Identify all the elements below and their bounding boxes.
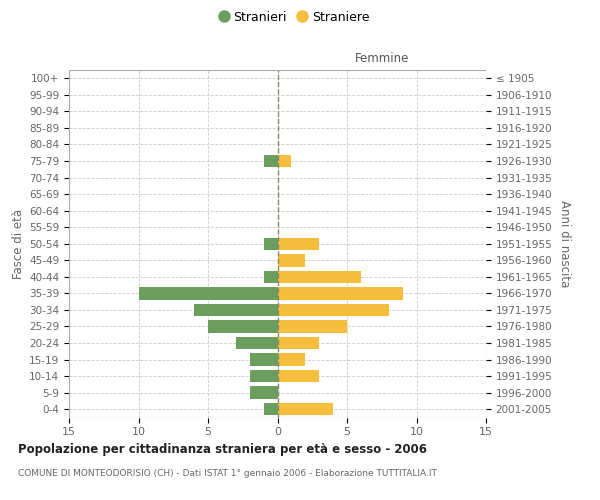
- Text: Popolazione per cittadinanza straniera per età e sesso - 2006: Popolazione per cittadinanza straniera p…: [18, 442, 427, 456]
- Bar: [277, 238, 319, 250]
- Bar: [250, 354, 277, 366]
- Bar: [250, 386, 277, 399]
- Bar: [263, 403, 277, 415]
- Bar: [194, 304, 277, 316]
- Text: COMUNE DI MONTEODORISIO (CH) - Dati ISTAT 1° gennaio 2006 - Elaborazione TUTTITA: COMUNE DI MONTEODORISIO (CH) - Dati ISTA…: [18, 468, 437, 477]
- Y-axis label: Anni di nascita: Anni di nascita: [558, 200, 571, 288]
- Bar: [263, 238, 277, 250]
- Bar: [236, 337, 277, 349]
- Bar: [208, 320, 277, 332]
- Bar: [277, 403, 333, 415]
- Bar: [277, 155, 292, 167]
- Bar: [277, 337, 319, 349]
- Bar: [250, 370, 277, 382]
- Bar: [277, 254, 305, 266]
- Bar: [277, 320, 347, 332]
- Bar: [263, 270, 277, 283]
- Bar: [277, 270, 361, 283]
- Bar: [139, 287, 277, 300]
- Bar: [277, 287, 403, 300]
- Text: Femmine: Femmine: [355, 52, 409, 65]
- Bar: [277, 304, 389, 316]
- Bar: [277, 354, 305, 366]
- Bar: [277, 370, 319, 382]
- Y-axis label: Fasce di età: Fasce di età: [12, 208, 25, 279]
- Legend: Stranieri, Straniere: Stranieri, Straniere: [214, 6, 374, 29]
- Bar: [263, 155, 277, 167]
